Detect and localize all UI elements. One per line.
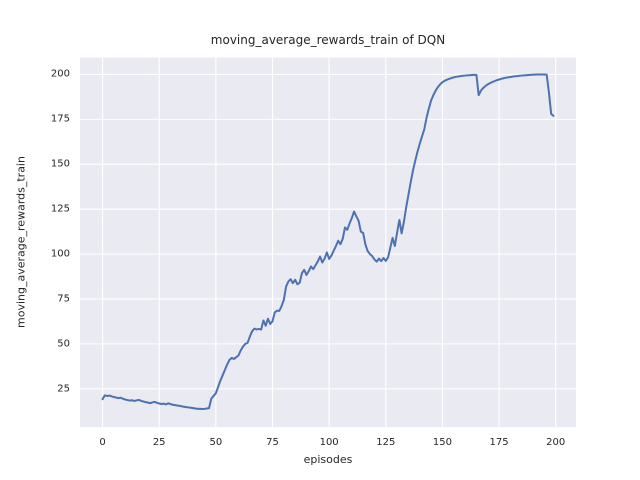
x-tick-label: 50: [209, 437, 223, 448]
y-tick-label: 75: [57, 293, 70, 305]
y-tick-label: 100: [50, 248, 70, 260]
plot-area: [80, 57, 576, 428]
x-tick-label: 25: [152, 437, 166, 448]
y-tick-label: 125: [50, 203, 70, 215]
x-tick-label: 175: [489, 437, 509, 448]
data-line: [101, 73, 555, 411]
y-tick-label: 150: [50, 158, 70, 170]
x-tick-label: 0: [99, 437, 106, 448]
y-tick-label: 25: [57, 383, 70, 395]
x-tick-label: 125: [376, 437, 396, 448]
x-tick-label: 200: [546, 437, 566, 448]
x-tick-label: 100: [319, 437, 339, 448]
x-axis-label: episodes: [303, 453, 353, 466]
y-tick-label: 200: [50, 68, 70, 80]
x-tick-label: 150: [432, 437, 452, 448]
y-tick-label: 50: [57, 338, 70, 350]
x-tick-label: 75: [266, 437, 279, 448]
y-tick-label: 175: [50, 113, 70, 125]
chart-title: moving_average_rewards_train of DQN: [210, 33, 446, 47]
